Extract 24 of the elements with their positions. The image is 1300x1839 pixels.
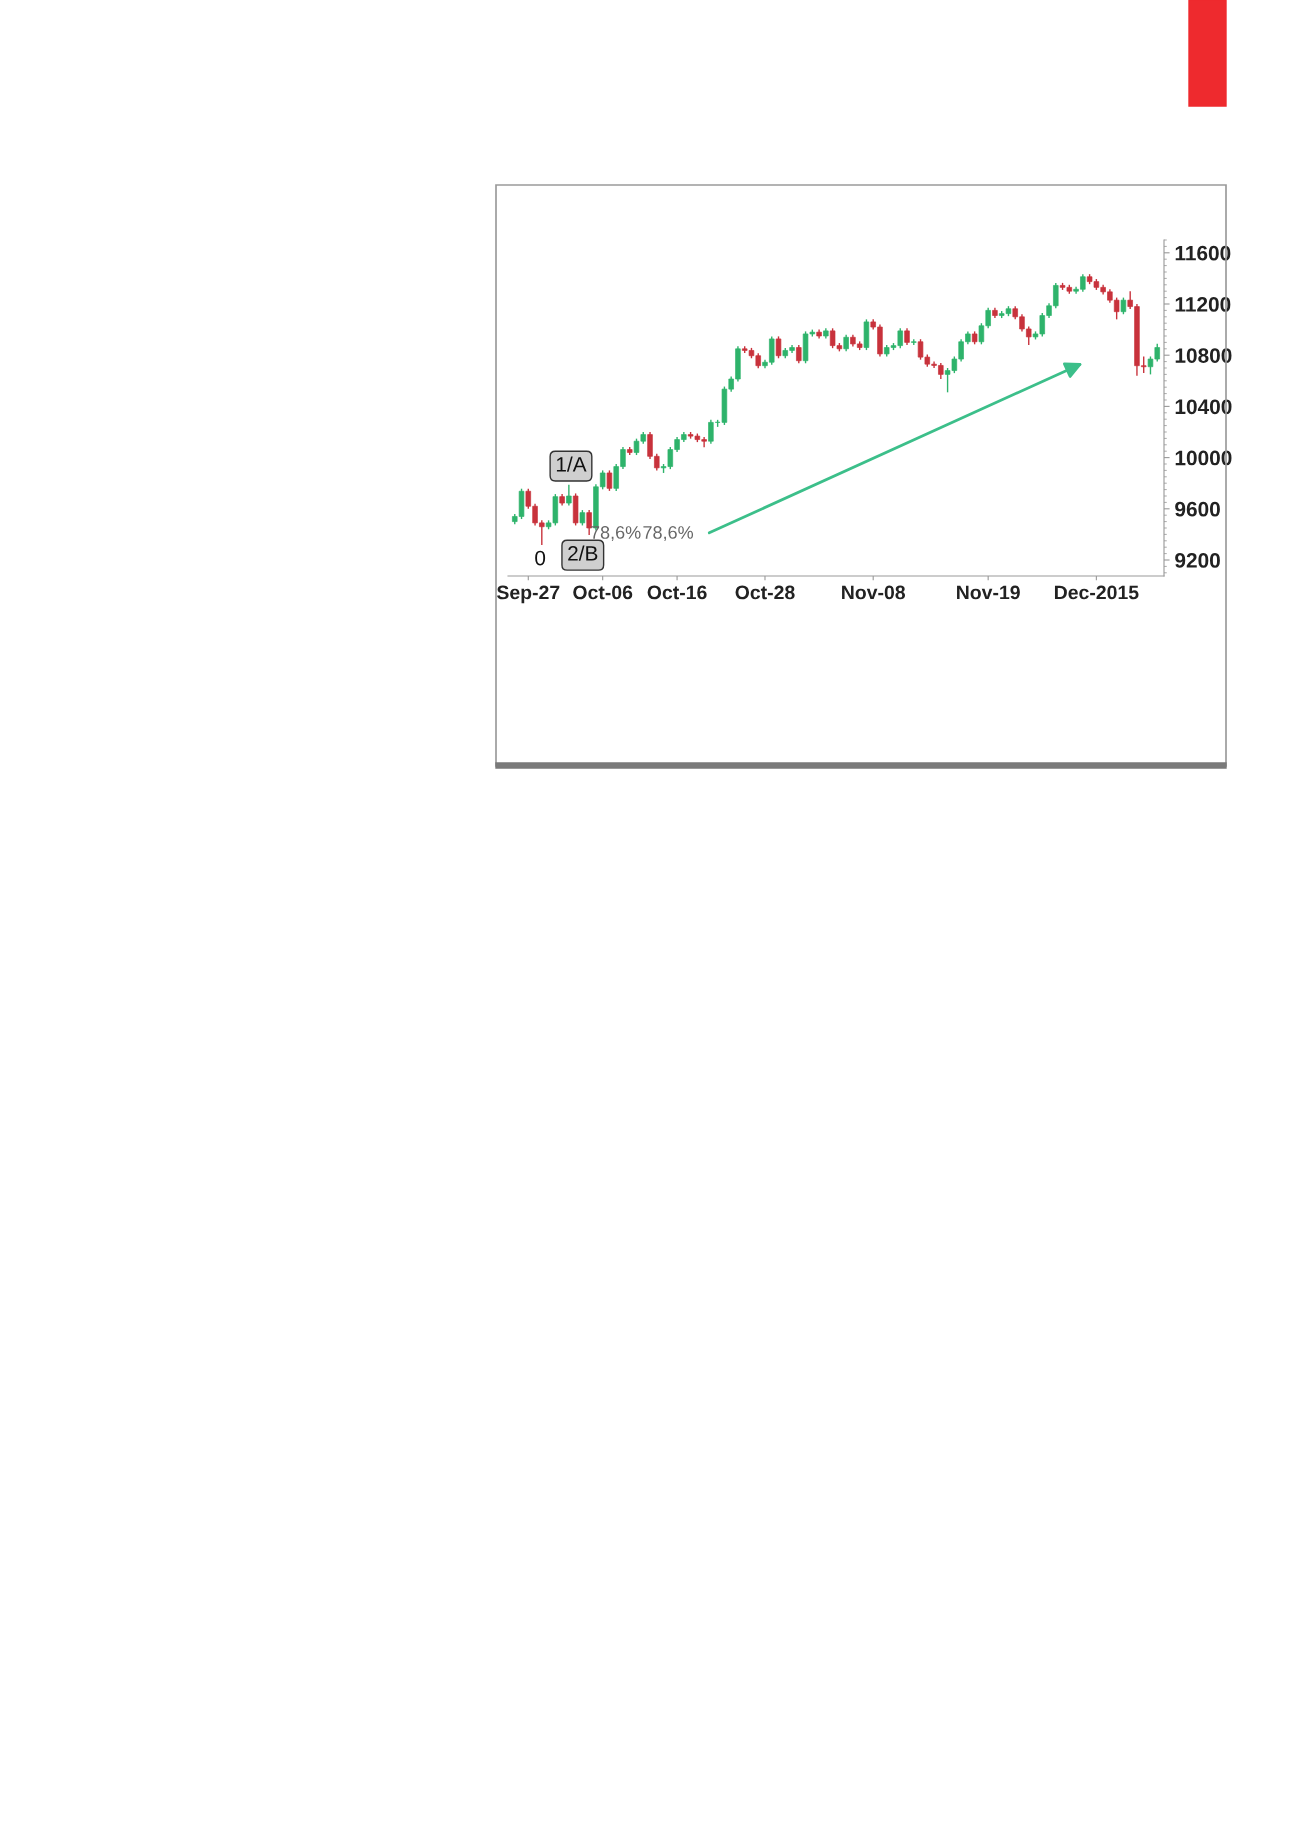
x-tick-label: Nov-19 (957, 585, 1020, 600)
y-tick-label: 11200 (1175, 297, 1231, 312)
y-tick-label: 9600 (1175, 501, 1220, 517)
annotation: 78,6% (643, 526, 694, 541)
candlestick (775, 335, 782, 359)
y-tick-label: 10800 (1175, 348, 1232, 363)
y-tick-label: 9200 (1175, 553, 1220, 568)
x-tick-label: Oct-06 (573, 585, 633, 600)
annotation: 1/A (556, 456, 587, 472)
annotation: 0 (535, 550, 546, 566)
x-tick-label: Oct-16 (647, 585, 707, 600)
x-tick-label: Oct-28 (735, 585, 795, 600)
annotation: 78,6% (590, 526, 641, 541)
annotation: 2/B (568, 545, 598, 561)
y-tick-label: 10000 (1175, 450, 1232, 466)
x-tick-label: Nov-08 (842, 585, 906, 600)
y-tick-label: 10400 (1175, 399, 1232, 415)
candlestick (606, 469, 613, 492)
y-tick-label: 11600 (1175, 245, 1231, 261)
candlestick (796, 344, 802, 364)
x-tick-label: Dec-2015 (1054, 585, 1139, 600)
candlestick (586, 509, 592, 536)
x-tick-label: Sep-27 (496, 585, 560, 604)
candlestick (566, 484, 572, 507)
